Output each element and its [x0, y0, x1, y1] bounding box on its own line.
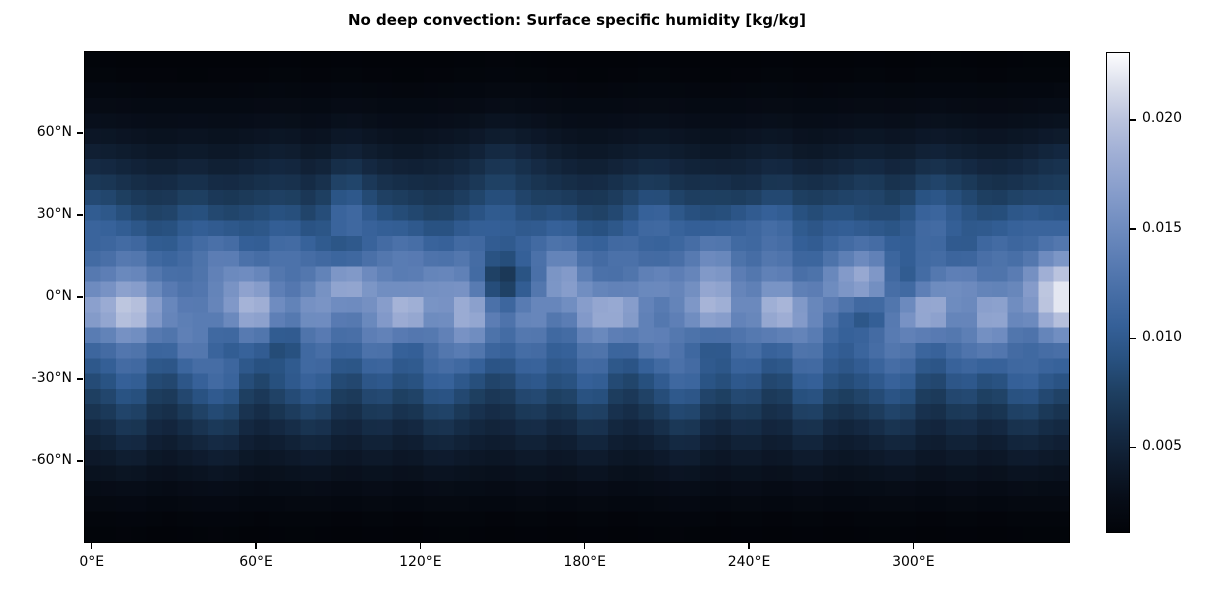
- y-tick-mark: [77, 460, 83, 462]
- chart-title: No deep convection: Surface specific hum…: [347, 11, 807, 29]
- colorbar-tick-mark: [1130, 446, 1136, 449]
- x-tick-mark: [583, 543, 586, 549]
- colorbar-tick-label: 0.010: [1142, 328, 1183, 345]
- x-tick-label: 120°E: [399, 554, 442, 570]
- y-tick-label: 60°N: [36, 123, 72, 140]
- y-tick-mark: [77, 378, 83, 380]
- x-tick-label: 180°E: [563, 554, 606, 570]
- colorbar-tick-mark: [1130, 119, 1136, 121]
- x-tick-label: 60°E: [239, 554, 273, 570]
- heatmap-canvas: [85, 52, 1069, 542]
- colorbar-gradient: [1107, 53, 1129, 532]
- y-tick-label: 30°N: [36, 205, 72, 222]
- y-tick-label: 0°N: [45, 287, 72, 304]
- x-tick-label: 240°E: [727, 554, 771, 570]
- colorbar-tick-mark: [1130, 337, 1136, 340]
- colorbar: [1106, 52, 1130, 533]
- y-tick-label: -30°N: [31, 369, 72, 386]
- x-tick-mark: [912, 543, 915, 549]
- y-tick-label: -60°N: [31, 451, 72, 468]
- x-tick-mark: [90, 543, 93, 549]
- x-tick-mark: [255, 543, 257, 549]
- x-tick-mark: [419, 543, 422, 549]
- y-tick-mark: [77, 214, 83, 216]
- colorbar-tick-label: 0.015: [1142, 219, 1183, 236]
- colorbar-tick-mark: [1130, 228, 1136, 230]
- x-tick-label: 0°E: [79, 554, 105, 570]
- x-tick-mark: [748, 543, 750, 549]
- y-tick-mark: [77, 132, 83, 134]
- colorbar-tick-label: 0.020: [1142, 110, 1183, 127]
- y-tick-mark: [77, 296, 83, 298]
- x-tick-label: 300°E: [892, 554, 935, 570]
- heatmap-plot-area: [84, 51, 1070, 543]
- colorbar-tick-label: 0.005: [1142, 438, 1183, 455]
